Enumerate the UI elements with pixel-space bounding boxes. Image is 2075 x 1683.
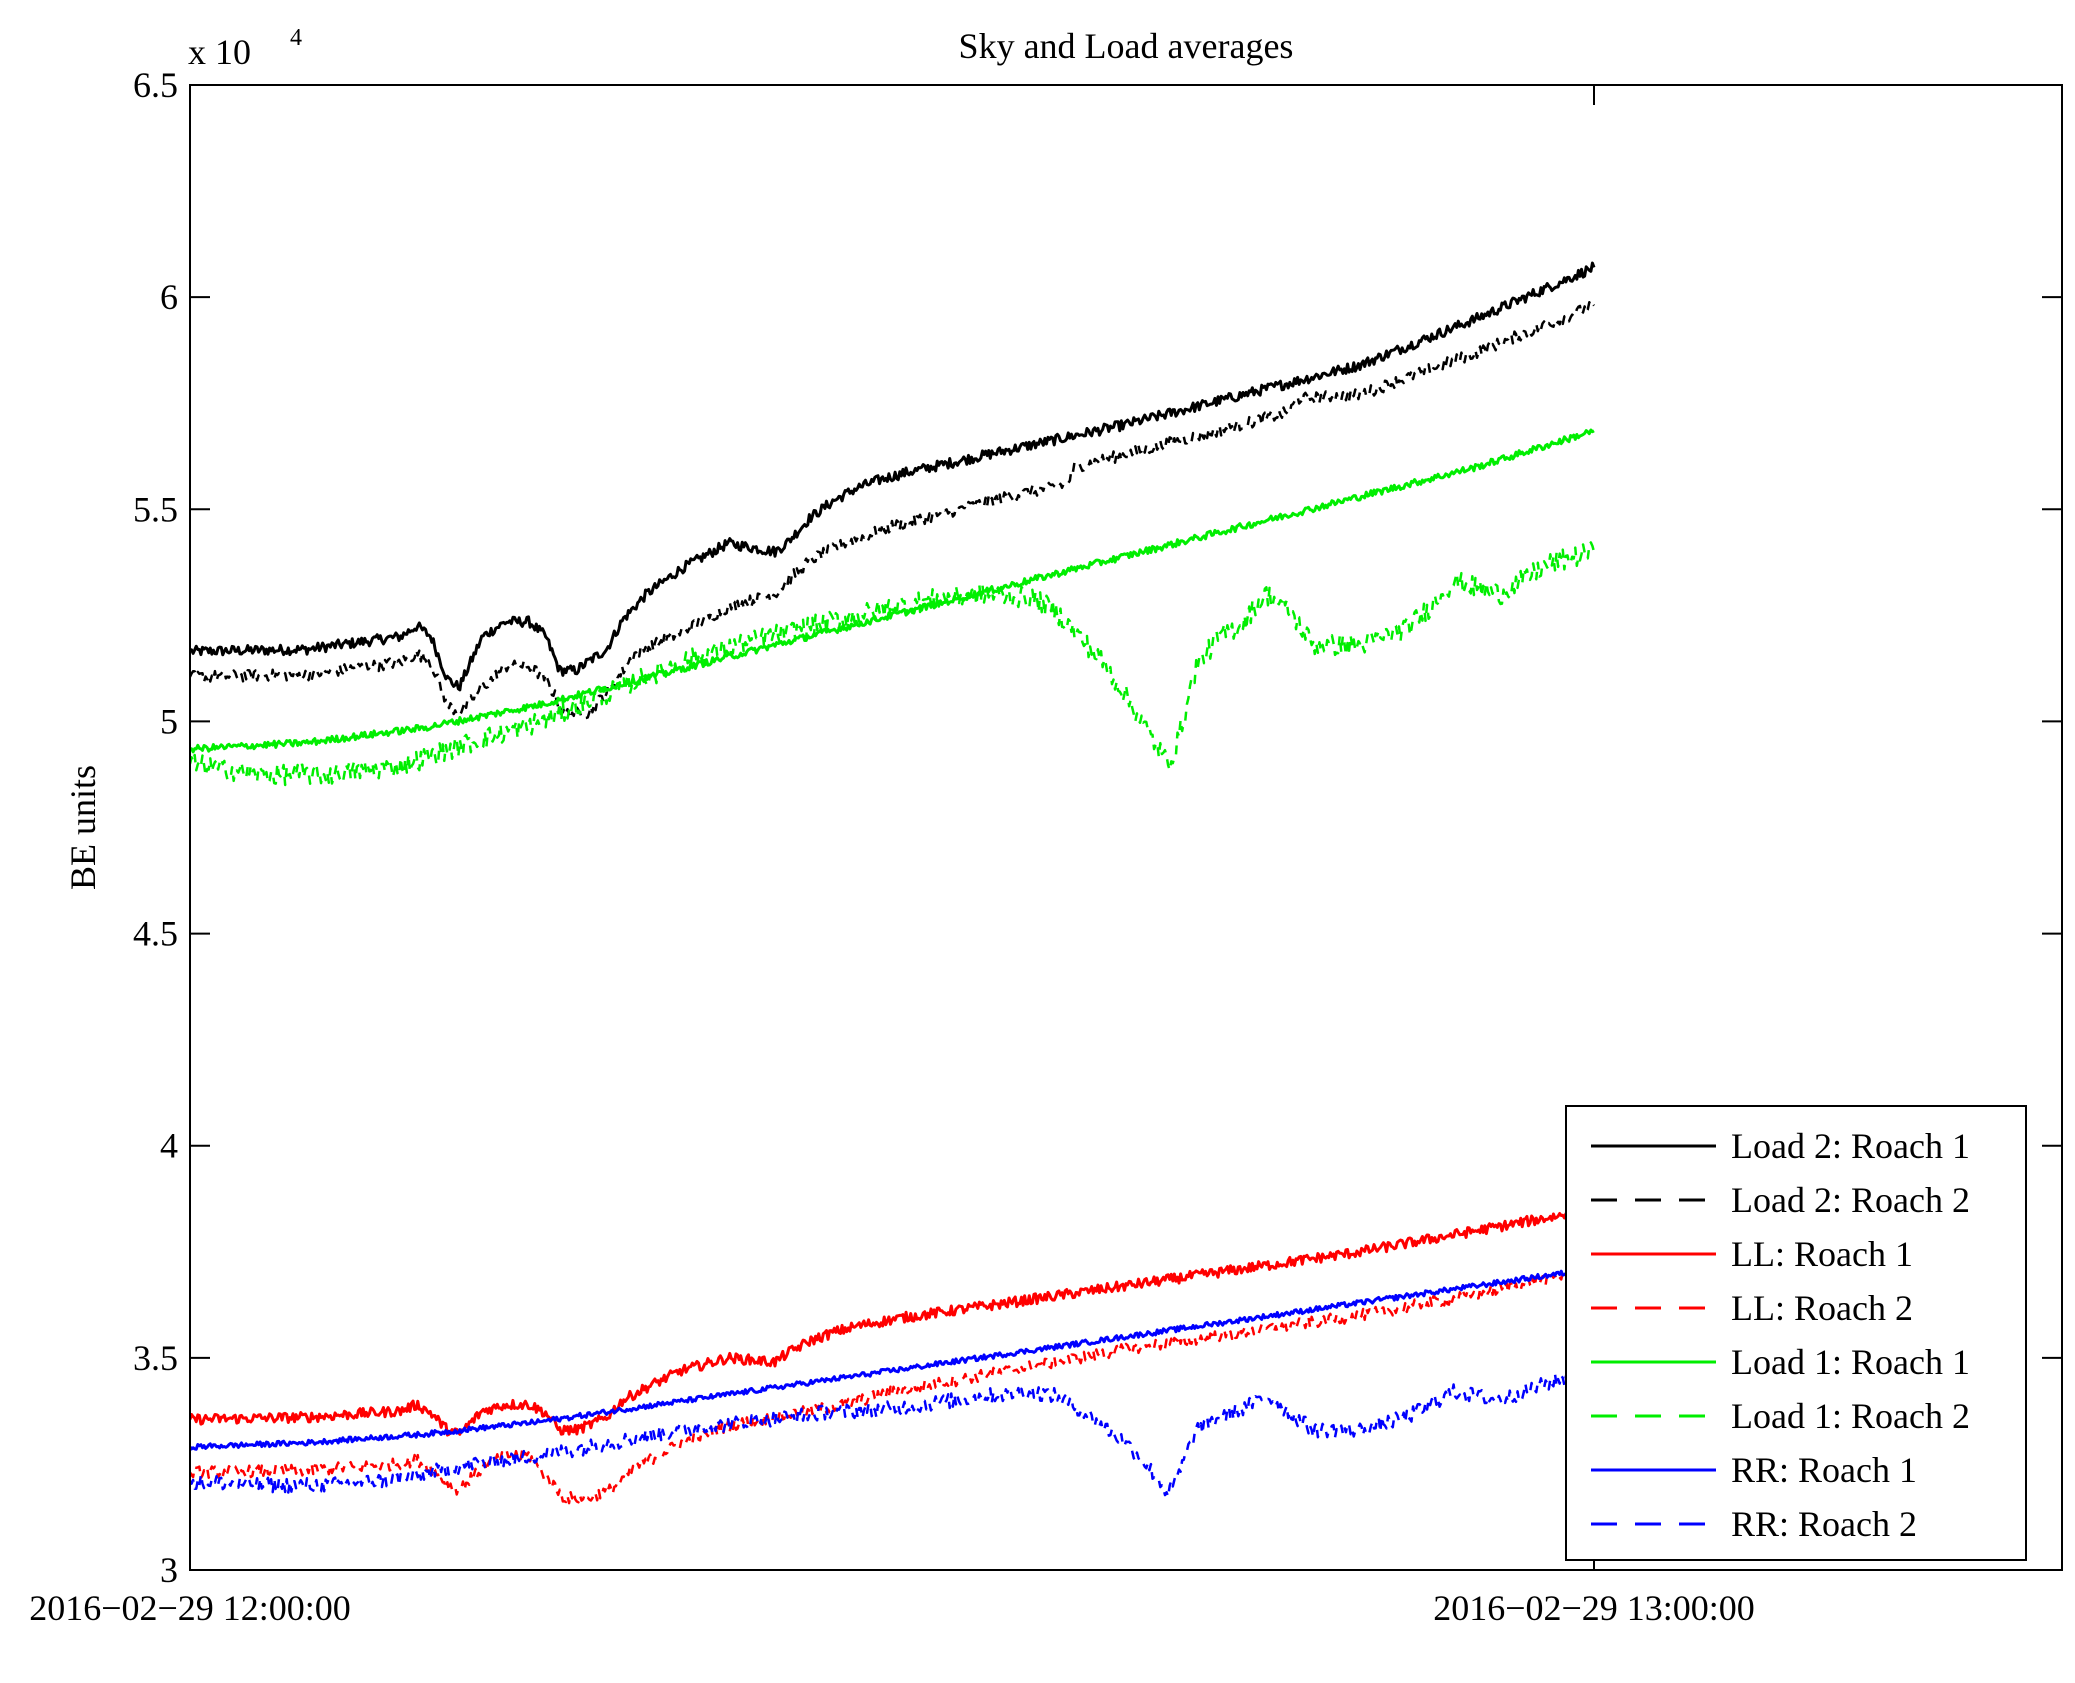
y-tick-label: 3	[160, 1550, 178, 1590]
y-tick-label: 4.5	[133, 914, 178, 954]
y-tick-label: 5.5	[133, 489, 178, 529]
legend-label: Load 2: Roach 2	[1731, 1180, 1970, 1220]
chart-title: Sky and Load averages	[959, 26, 1294, 66]
legend-box	[1565, 1105, 2027, 1561]
series-line-2	[190, 1204, 1596, 1437]
y-tick-label: 5	[160, 701, 178, 741]
series-line-6	[190, 1265, 1596, 1451]
legend-label: LL: Roach 2	[1731, 1288, 1913, 1328]
series-line-0	[190, 261, 1596, 692]
y-tick-label: 6	[160, 277, 178, 317]
y-tick-label: 3.5	[133, 1338, 178, 1378]
plot-frame	[189, 84, 2063, 1571]
exponent-base: x 10	[188, 32, 251, 72]
series-line-7	[190, 1366, 1595, 1498]
series-line-4	[190, 428, 1595, 754]
y-tick-label: 6.5	[133, 65, 178, 105]
series-line-5	[190, 541, 1596, 787]
legend-label: Load 2: Roach 1	[1731, 1126, 1970, 1166]
series-group	[190, 261, 1596, 1505]
y-axis-label: BE units	[63, 765, 103, 890]
legend-label: Load 1: Roach 1	[1731, 1342, 1970, 1382]
y-axis-exponent: x 10 4	[188, 25, 302, 72]
series-line-1	[190, 301, 1595, 720]
legend-label: RR: Roach 1	[1731, 1450, 1917, 1490]
x-tick-label: 2016−02−29 12:00:00	[29, 1588, 351, 1628]
legend: Load 2: Roach 1 Load 2: Roach 2 LL: Roach …	[1565, 1105, 2027, 1561]
y-tick-label: 4	[160, 1126, 178, 1166]
legend-label: RR: Roach 2	[1731, 1504, 1917, 1544]
exponent-power: 4	[290, 25, 302, 51]
legend-label: LL: Roach 1	[1731, 1234, 1913, 1274]
legend-label: Load 1: Roach 2	[1731, 1396, 1970, 1436]
x-tick-label: 2016−02−29 13:00:00	[1433, 1588, 1755, 1628]
axis-ticks: 3 3.5 4 4.5 5 5.5 6 6.5 2016−02−29 12:00:00 2016−…	[29, 65, 2062, 1628]
